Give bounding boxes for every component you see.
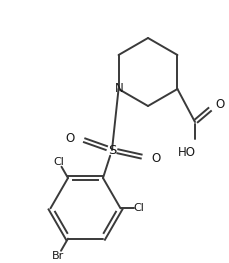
Text: Cl: Cl xyxy=(133,203,144,213)
Text: S: S xyxy=(108,144,116,156)
Text: Cl: Cl xyxy=(54,158,64,168)
Text: O: O xyxy=(65,132,75,144)
Text: Br: Br xyxy=(52,251,64,261)
Text: HO: HO xyxy=(178,145,196,159)
Text: O: O xyxy=(215,99,225,112)
Text: O: O xyxy=(151,151,161,164)
Text: N: N xyxy=(115,83,124,95)
